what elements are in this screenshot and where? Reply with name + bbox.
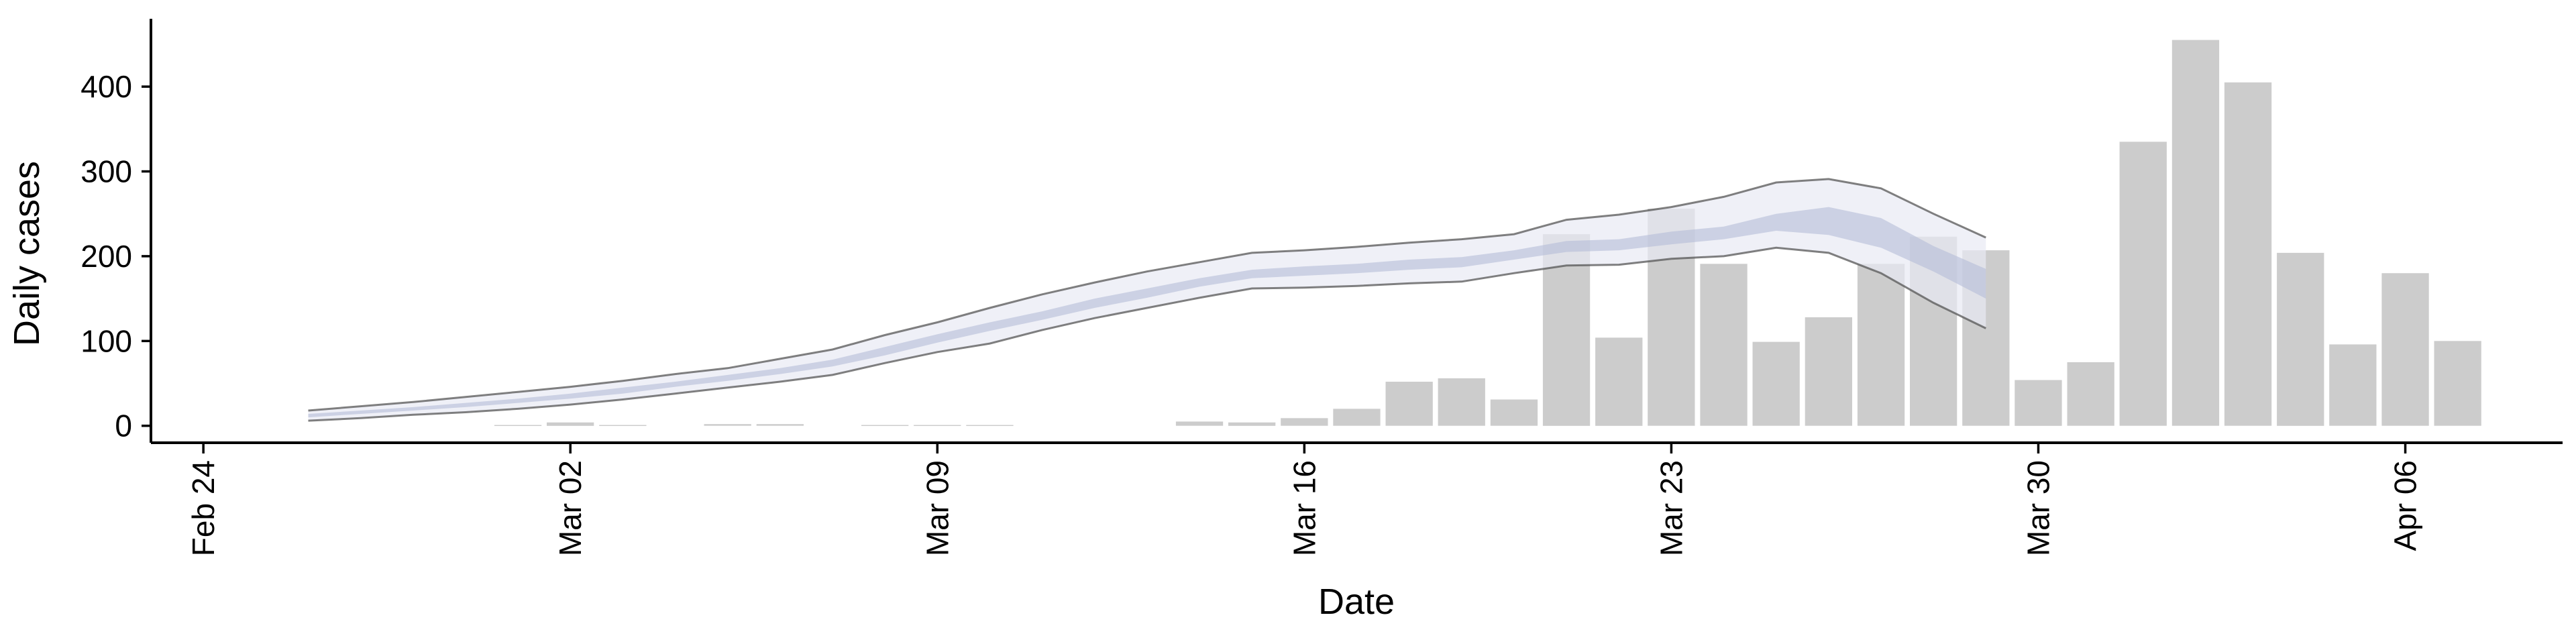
y-tick-label: 100 [80,323,132,358]
x-tick-label: Mar 16 [1287,460,1322,556]
x-tick-label: Mar 30 [2021,460,2056,556]
bar [599,425,647,426]
bar [2015,380,2062,426]
x-tick-label: Feb 24 [186,460,221,556]
y-tick-label: 200 [80,239,132,274]
x-tick-label: Mar 23 [1654,460,1688,556]
bar [966,425,1014,426]
y-axis-title: Daily cases [7,161,47,346]
bar [1438,378,1485,426]
bar [1700,264,1748,426]
bar [2277,252,2324,426]
bar [1228,422,1276,426]
x-tick-label: Mar 09 [920,460,955,556]
axes-layer: 0 100 200 300 400 Feb 24 Mar 02 Mar 09 Mar 16 Mar… [80,19,2563,556]
bar [756,424,804,426]
bar [1857,264,1905,426]
nowcast-band-50 [308,207,1986,418]
bar [2329,344,2377,426]
bar [494,425,542,426]
bar [1175,421,1224,426]
bar [1385,382,1433,426]
x-tick-label: Mar 02 [553,460,588,556]
bar [1333,409,1381,426]
y-tick-label: 400 [80,69,132,104]
bar [2434,341,2481,426]
bar [914,425,961,426]
bar [1595,337,1643,426]
bar [2119,142,2167,426]
bar [1805,317,1852,426]
bar [1752,341,1800,426]
bar [1281,418,1328,426]
bar [861,425,909,426]
nowcast-band-90 [308,178,1986,421]
bar [547,422,594,426]
y-tick-label: 300 [80,154,132,189]
nowcast-lower-line [308,246,1986,422]
nowcast-upper-line [308,178,1986,412]
bar [2171,40,2220,426]
bar [2067,362,2114,426]
y-tick-label: 0 [115,409,132,443]
bar [704,424,751,426]
x-tick-label: Apr 06 [2388,460,2423,551]
nowcast-band-layer [308,178,1986,422]
bar [1490,399,1538,426]
bar [2224,82,2272,426]
x-axis-title: Date [1318,582,1395,622]
bar [2381,273,2429,426]
